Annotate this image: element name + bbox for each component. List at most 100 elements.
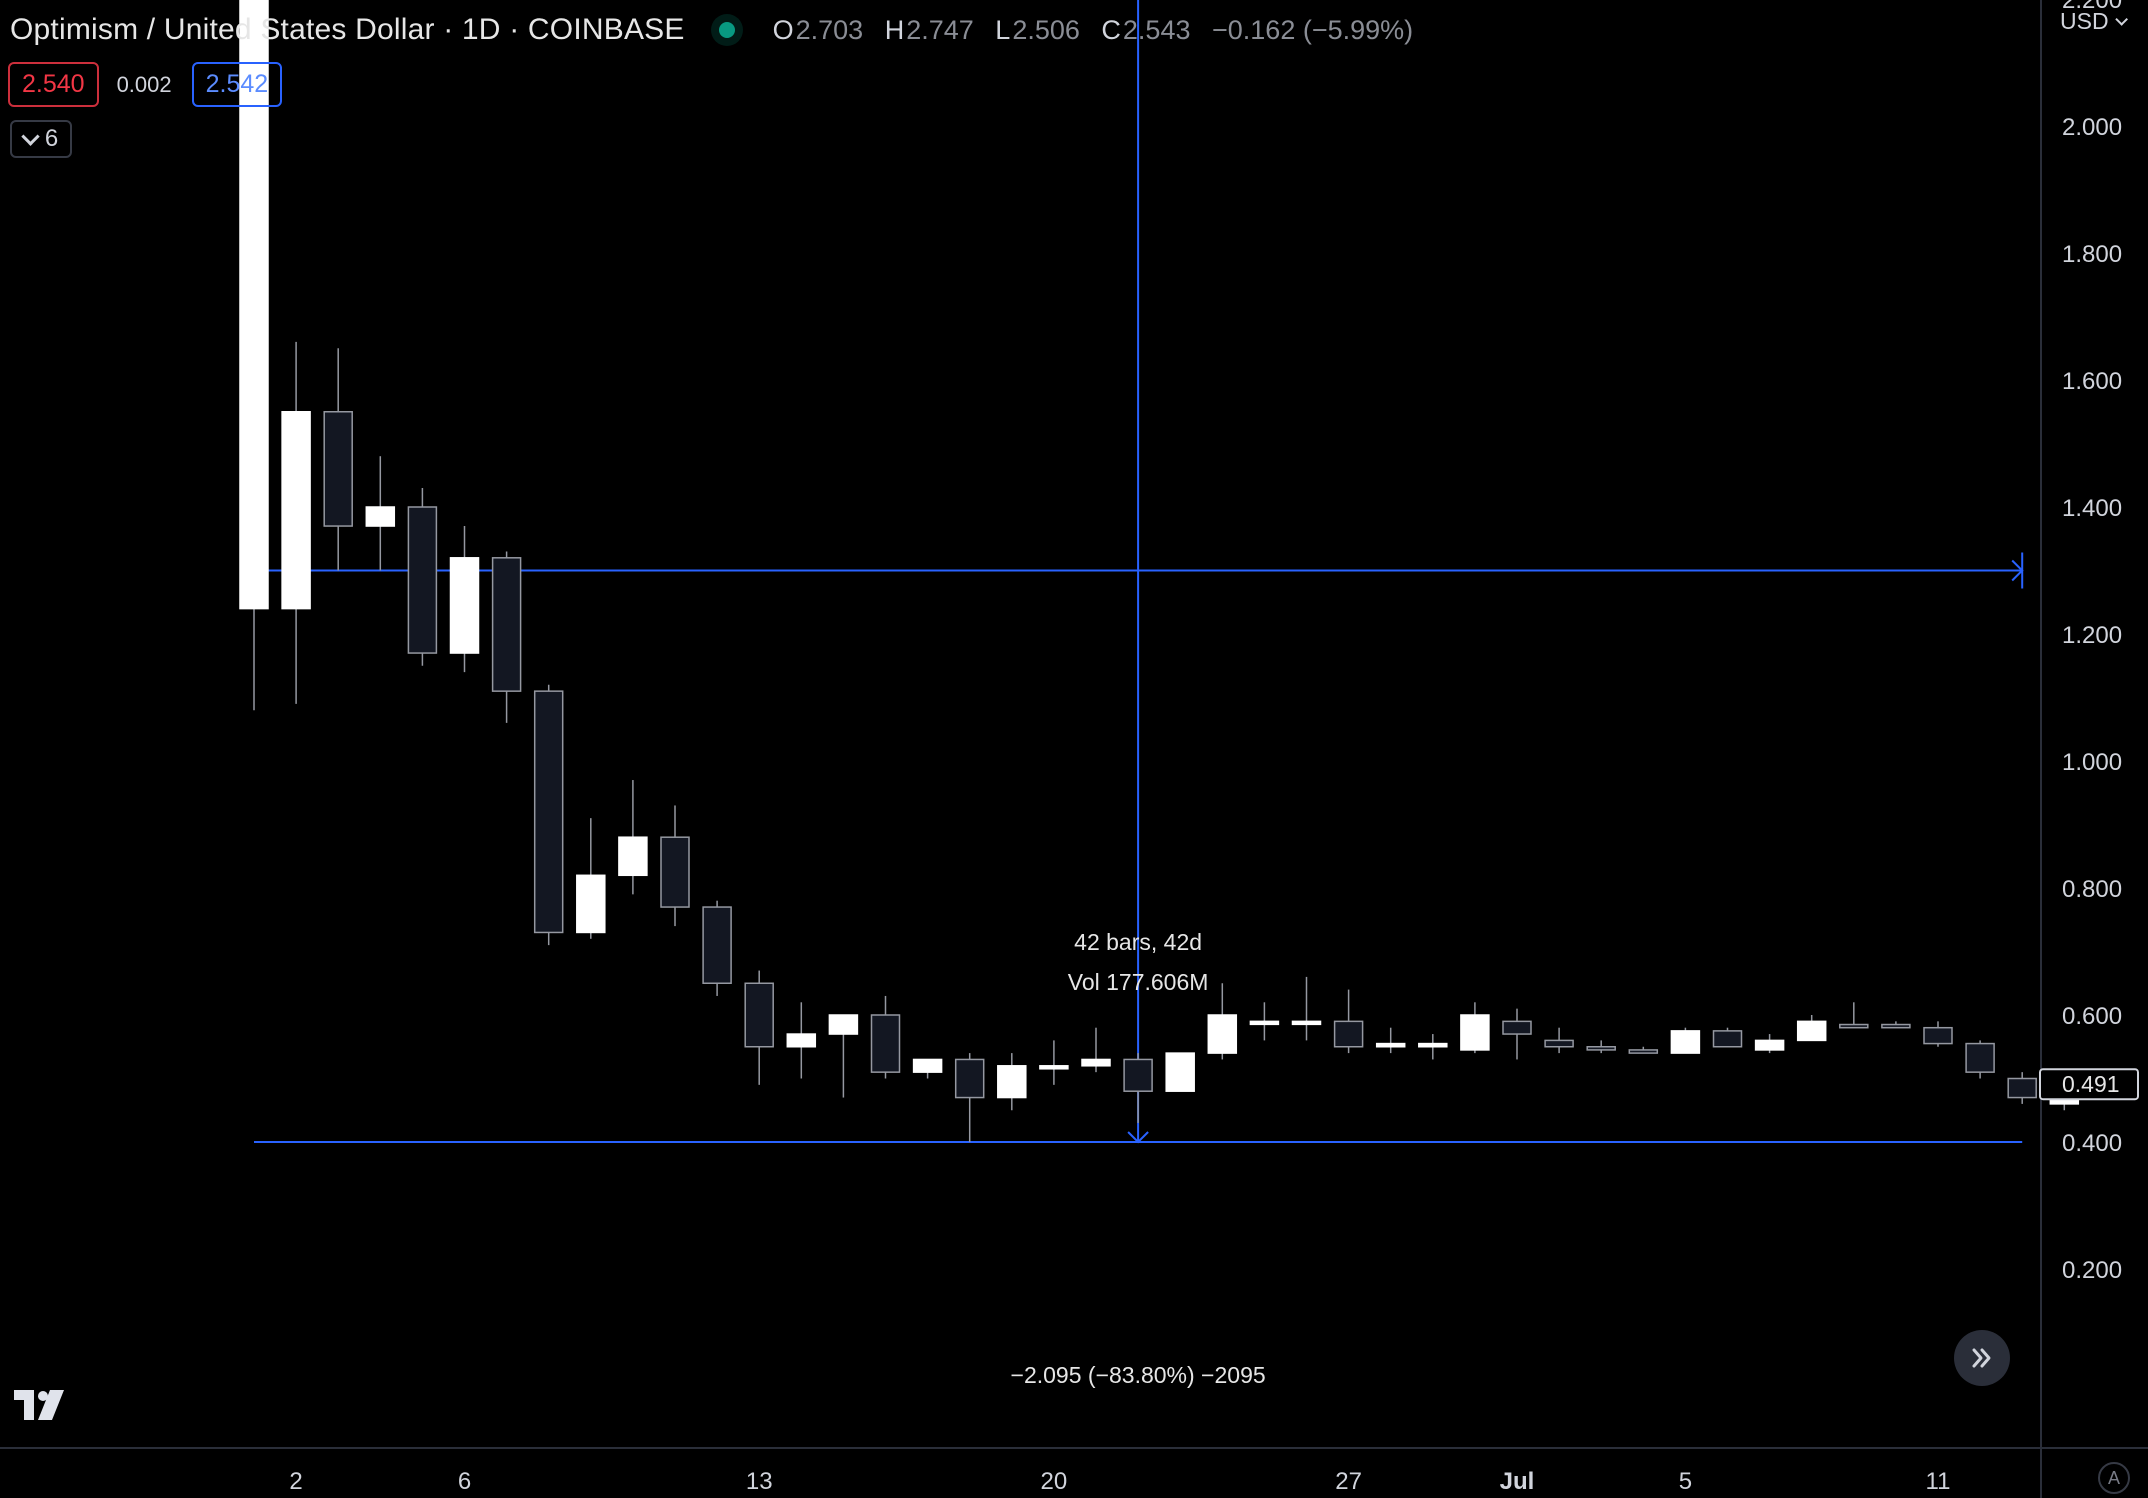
candle <box>1249 1002 1280 1041</box>
auto-scale-button[interactable]: A <box>2098 1462 2130 1494</box>
candle <box>786 1002 817 1079</box>
x-tick-label: 27 <box>1335 1468 1362 1495</box>
candle <box>1839 1002 1869 1029</box>
candle-body <box>1712 1030 1743 1048</box>
candle <box>1796 1015 1827 1042</box>
double-chevron-right-icon <box>1972 1348 1991 1368</box>
candle <box>1670 1027 1701 1054</box>
candle-body <box>1375 1042 1406 1048</box>
candle-body <box>1207 1014 1238 1054</box>
candle <box>1460 1002 1490 1054</box>
candle <box>660 805 690 927</box>
candle-body <box>1628 1049 1659 1054</box>
candle <box>618 780 648 895</box>
x-tick-label: 2 <box>289 1468 302 1495</box>
candle-body <box>1839 1023 1869 1029</box>
candle <box>1754 1034 1785 1054</box>
chevron-down-icon <box>21 126 40 146</box>
candle-body <box>281 411 311 610</box>
y-tick-label: 0.600 <box>2062 1003 2122 1030</box>
ohlc-values: O2.703 H2.747 L2.506 C2.543 −0.162 (−5.9… <box>773 15 1414 46</box>
symbol-title[interactable]: Optimism / United States Dollar · 1D · C… <box>10 13 685 46</box>
currency-selector[interactable]: USD <box>2060 8 2128 35</box>
candle-body <box>786 1033 817 1048</box>
market-open-status-icon[interactable] <box>718 22 735 38</box>
candle-body <box>702 906 732 984</box>
change-value: −0.162 (−5.99%) <box>1212 14 1414 45</box>
candle-body <box>1586 1046 1616 1051</box>
candle-body <box>1333 1020 1364 1048</box>
current-price-badge <box>2039 1068 2139 1101</box>
indicators-toggle-button[interactable]: 6 <box>10 120 72 158</box>
candle-body <box>912 1058 943 1073</box>
candle-body <box>744 982 774 1048</box>
y-tick-label: 1.400 <box>2062 495 2122 522</box>
measure-horizontal-arrowhead <box>2011 559 2024 582</box>
y-tick-label: 0.400 <box>2062 1130 2122 1157</box>
close-value: 2.543 <box>1122 14 1191 45</box>
trade-buttons: 2.540 0.002 2.542 <box>8 62 283 107</box>
y-tick-label: 1.200 <box>2062 622 2122 649</box>
x-tick-label: 13 <box>746 1468 773 1495</box>
candle-body <box>618 836 648 877</box>
candle-body <box>323 411 353 527</box>
candle <box>744 970 774 1085</box>
measure-change-label: −2.095 (−83.80%) −2095 <box>1011 1362 1266 1388</box>
candle-body <box>1965 1042 1995 1073</box>
x-tick-label: Jul <box>1500 1468 1535 1495</box>
y-tick-label: 0.800 <box>2062 876 2122 903</box>
x-tick-label: 11 <box>1926 1468 1951 1495</box>
candle-body <box>1081 1058 1111 1067</box>
candle-body <box>1249 1020 1280 1026</box>
candle <box>407 487 438 666</box>
candle-body <box>576 874 606 934</box>
candle <box>1881 1021 1911 1029</box>
candle-body <box>491 557 522 692</box>
candle <box>1333 989 1364 1054</box>
candle <box>1712 1027 1743 1048</box>
candle <box>1039 1040 1069 1085</box>
y-tick-label: 2.000 <box>2062 114 2122 141</box>
candle <box>239 0 269 711</box>
candle <box>870 995 901 1079</box>
y-tick-label: 0.200 <box>2062 1257 2122 1284</box>
candle <box>912 1058 943 1079</box>
y-tick-label: 1.600 <box>2062 368 2122 395</box>
candle <box>533 684 564 946</box>
candle-body <box>954 1058 985 1099</box>
candle-body <box>365 506 396 527</box>
measure-vertical-arrowhead <box>1127 1131 1149 1144</box>
candle-body <box>1754 1039 1785 1051</box>
candle <box>997 1053 1027 1111</box>
candle-body <box>828 1014 859 1035</box>
candle-body <box>407 506 438 654</box>
candle-body <box>1923 1026 1953 1045</box>
y-tick-label: 2.200 <box>2062 0 2122 14</box>
candle-body <box>660 836 690 908</box>
candle-body <box>1039 1065 1069 1070</box>
measure-volume-label: Vol 177.606M <box>1068 969 1209 995</box>
candle <box>1207 983 1238 1060</box>
open-value: 2.703 <box>795 14 864 45</box>
low-label: L <box>995 14 1011 45</box>
symbol-legend: Optimism / United States Dollar · 1D · C… <box>10 10 1413 50</box>
candle <box>1123 1053 1153 1123</box>
buy-button[interactable]: 2.542 <box>191 62 283 107</box>
candle-body <box>1544 1039 1574 1048</box>
candle <box>365 456 396 571</box>
y-tick-label: 1.000 <box>2062 749 2122 776</box>
tradingview-logo[interactable] <box>14 1390 76 1429</box>
high-label: H <box>884 14 905 45</box>
candle-body <box>1796 1020 1827 1042</box>
x-tick-label: 5 <box>1679 1468 1692 1495</box>
low-value: 2.506 <box>1012 14 1080 45</box>
y-tick-label: 1.800 <box>2062 241 2122 268</box>
candle <box>1965 1040 1995 1079</box>
scroll-to-realtime-button[interactable] <box>1954 1330 2010 1386</box>
sell-button[interactable]: 2.540 <box>8 62 99 107</box>
indicators-count: 6 <box>44 125 59 152</box>
candle-body <box>533 690 564 934</box>
measure-bars-label: 42 bars, 42d <box>1074 929 1202 955</box>
open-label: O <box>772 14 794 45</box>
